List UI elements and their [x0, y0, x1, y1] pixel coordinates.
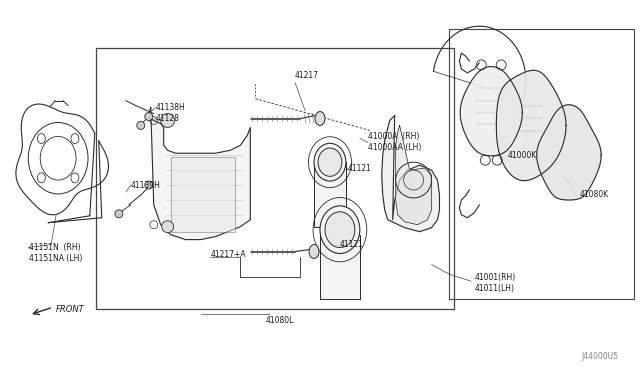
Polygon shape: [460, 67, 522, 156]
Text: 41128: 41128: [156, 114, 180, 123]
Text: 41011(LH): 41011(LH): [474, 284, 515, 293]
Text: 41080L: 41080L: [266, 317, 294, 326]
Circle shape: [137, 122, 145, 129]
Ellipse shape: [325, 212, 355, 247]
Text: 41000AA (LH): 41000AA (LH): [368, 143, 421, 152]
Text: 41139H: 41139H: [131, 180, 161, 189]
Circle shape: [162, 221, 173, 232]
Ellipse shape: [315, 112, 325, 125]
Text: 41151NA (LH): 41151NA (LH): [29, 254, 83, 263]
Polygon shape: [148, 108, 250, 240]
Polygon shape: [497, 70, 566, 181]
Circle shape: [145, 113, 153, 121]
Text: 41217+A: 41217+A: [211, 250, 246, 259]
Text: 41000A  (RH): 41000A (RH): [368, 132, 419, 141]
Text: 41138H: 41138H: [156, 103, 186, 112]
Bar: [449, 29, 634, 299]
Circle shape: [145, 181, 153, 189]
Ellipse shape: [314, 143, 346, 181]
Text: 41121: 41121: [340, 240, 364, 249]
Circle shape: [115, 210, 123, 218]
Circle shape: [161, 113, 175, 128]
Text: J44000U5: J44000U5: [582, 352, 619, 361]
Text: FRONT: FRONT: [56, 305, 85, 314]
Bar: [314, 162, 346, 227]
Ellipse shape: [320, 206, 360, 253]
Ellipse shape: [318, 148, 342, 176]
Polygon shape: [537, 105, 601, 200]
Text: 41080K: 41080K: [580, 190, 609, 199]
Polygon shape: [396, 125, 431, 225]
Text: 41151N  (RH): 41151N (RH): [29, 243, 81, 252]
Bar: [96, 48, 454, 309]
Polygon shape: [381, 116, 440, 232]
Bar: [171, 157, 236, 232]
Text: 41000K: 41000K: [507, 151, 536, 160]
Bar: [320, 235, 360, 299]
Text: 41001(RH): 41001(RH): [474, 273, 516, 282]
Ellipse shape: [309, 244, 319, 259]
Text: 41217: 41217: [295, 71, 319, 80]
Text: 41121: 41121: [348, 164, 372, 173]
